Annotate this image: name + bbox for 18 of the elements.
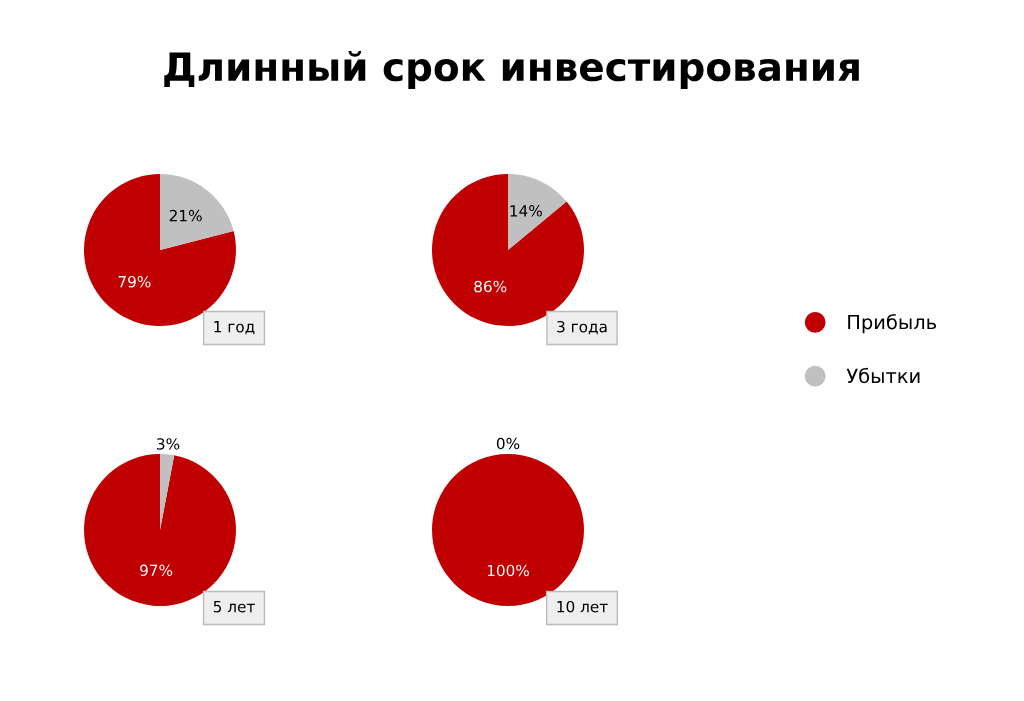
data-label: 21% [169,209,202,222]
text: Длинный срок инвестирования [164,51,859,89]
text: 1 год [214,321,255,335]
data-label: 3% [157,438,180,450]
legend-label: Убытки [846,367,920,384]
text: 3 года [557,320,607,335]
data-label: 97% [140,564,173,577]
pie-slice [160,454,175,530]
text: 5 лет [213,601,255,613]
data-label: 79% [118,275,151,288]
data-label: 100% [487,564,529,577]
legend-label: Прибыль [848,314,936,334]
text: 10 лет [557,600,608,613]
pie-slice [160,174,234,250]
data-label: 86% [474,280,507,293]
pie-slice [508,174,567,250]
text: 0% [496,437,520,450]
data-label: 14% [510,205,542,217]
